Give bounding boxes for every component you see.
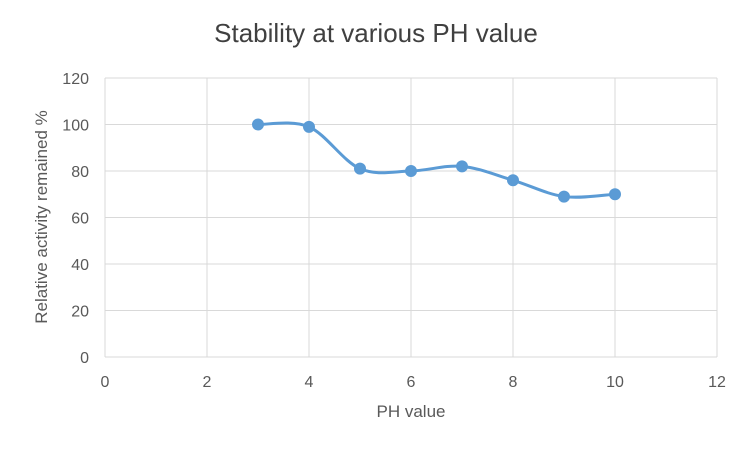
data-point: [456, 160, 468, 173]
x-tick-label: 10: [606, 374, 624, 391]
y-tick-label: 100: [62, 118, 89, 135]
x-tick-label: 6: [407, 374, 416, 391]
y-axis-label: Relative activity remained %: [32, 110, 51, 324]
data-point: [354, 162, 366, 175]
y-tick-label: 60: [71, 211, 89, 228]
x-tick-label: 2: [203, 374, 212, 391]
data-point: [303, 120, 315, 133]
x-tick-label: 4: [305, 374, 314, 391]
series-line: [256, 121, 617, 199]
y-tick-label: 0: [80, 350, 89, 367]
data-point: [507, 174, 519, 187]
y-tick-label: 20: [71, 304, 89, 321]
y-tick-label: 80: [71, 164, 89, 181]
data-point: [609, 188, 621, 201]
y-tick-label: 120: [62, 71, 89, 88]
data-point: [558, 190, 570, 203]
x-tick-label: 8: [509, 374, 518, 391]
x-tick-label: 12: [708, 374, 726, 391]
data-point: [252, 118, 264, 131]
chart-title: Stability at various PH value: [214, 18, 538, 48]
x-tick-label: 0: [101, 374, 110, 391]
data-point: [405, 165, 417, 177]
x-axis-label: PH value: [376, 402, 446, 421]
y-tick-label: 40: [71, 257, 89, 274]
